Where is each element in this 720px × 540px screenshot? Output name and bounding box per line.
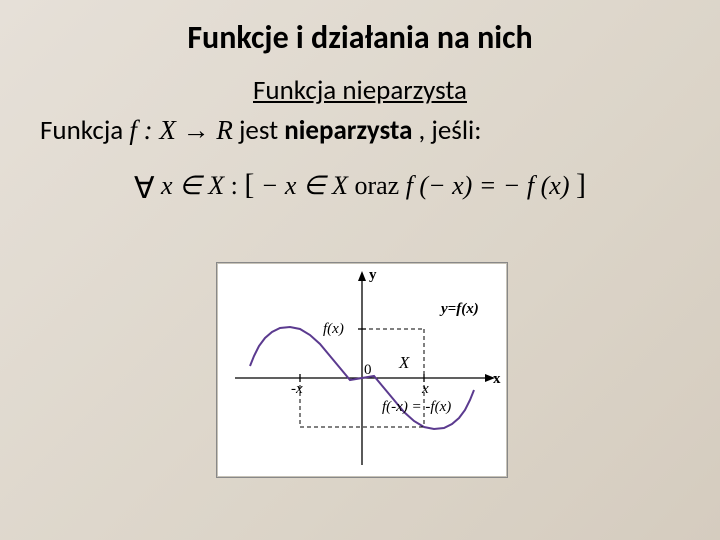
- label-x-axis: x: [493, 371, 501, 388]
- formula-rbracket: ]: [576, 168, 586, 201]
- def-suffix-tail: , jeśli:: [419, 114, 482, 147]
- forall-symbol: ∀: [134, 172, 155, 205]
- label-fx: f(x): [323, 321, 344, 338]
- def-suffix-bold: nieparzysta: [284, 114, 412, 147]
- label-fneg: f(-x) = -f(x): [382, 399, 451, 416]
- formula-lbracket: [: [244, 168, 254, 201]
- label-y-axis: y: [369, 267, 377, 284]
- formula-xinX: x ∈ X: [161, 171, 224, 200]
- formula-line: ∀ x ∈ X : [ − x ∈ X oraz f (− x) = − f (…: [0, 168, 720, 206]
- label-zero: 0: [364, 362, 372, 379]
- formula-oraz: oraz: [354, 171, 405, 200]
- slide-title: Funkcje i działania na nich: [0, 18, 720, 57]
- odd-function-chart: [217, 263, 507, 477]
- formula-colon: :: [231, 171, 245, 200]
- def-mapping: f : X → R: [129, 115, 232, 145]
- label-curve: y=f(x): [441, 301, 479, 318]
- chart-box: y x y=f(x) f(x) X -x 0 x f(-x) = -f(x): [216, 262, 508, 478]
- formula-negx: − x ∈ X: [261, 171, 348, 200]
- definition-line: Funkcja f : X → R jest nieparzysta , jeś…: [40, 114, 481, 147]
- label-neg-x: -x: [291, 381, 303, 398]
- slide-subtitle: Funkcja nieparzysta: [0, 74, 720, 107]
- formula-eq: f (− x) = − f (x): [406, 171, 570, 200]
- label-pos-x: x: [422, 381, 429, 398]
- def-suffix-plain: jest: [239, 114, 284, 147]
- label-set-X: X: [399, 353, 409, 373]
- def-prefix: Funkcja: [40, 114, 129, 147]
